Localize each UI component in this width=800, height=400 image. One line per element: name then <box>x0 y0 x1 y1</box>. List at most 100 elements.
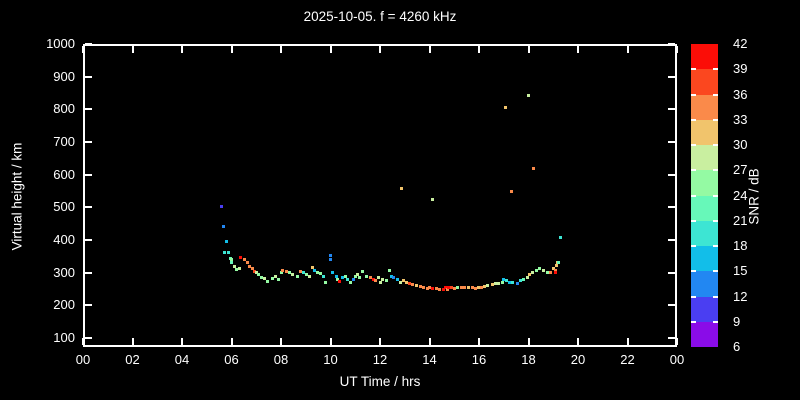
data-point <box>371 278 375 282</box>
x-tick <box>428 338 431 345</box>
data-point <box>335 275 339 279</box>
x-tick <box>626 46 629 53</box>
data-point <box>449 285 453 289</box>
data-point <box>228 257 232 261</box>
data-point <box>345 278 349 282</box>
data-point <box>551 266 555 270</box>
data-point <box>408 281 412 285</box>
plot-area <box>83 44 677 347</box>
data-point <box>281 268 285 272</box>
colorbar-tick-label: 6 <box>733 339 741 354</box>
data-point <box>511 280 515 284</box>
colorbar-tick-label: 24 <box>733 187 748 203</box>
data-point <box>233 264 237 268</box>
data-point <box>399 186 403 190</box>
data-point <box>554 271 558 275</box>
colorbar-block <box>691 69 718 95</box>
data-point <box>285 269 289 273</box>
y-tick <box>668 173 675 176</box>
data-point <box>280 270 284 274</box>
colorbar-tick <box>713 68 718 71</box>
data-point <box>521 278 525 282</box>
data-point <box>445 287 449 291</box>
x-tick <box>280 46 282 53</box>
data-point <box>353 275 357 279</box>
y-tick <box>668 239 675 241</box>
data-point <box>538 266 542 270</box>
y-tick-label: 700 <box>53 134 75 149</box>
data-point <box>418 284 422 288</box>
data-point <box>493 281 497 285</box>
x-tick-label: 08 <box>273 352 289 367</box>
data-point <box>555 263 559 267</box>
data-point <box>466 285 470 289</box>
data-point <box>238 266 242 270</box>
y-tick <box>85 75 92 78</box>
data-point <box>336 278 340 282</box>
colorbar-tick <box>713 194 718 197</box>
x-tick <box>329 338 332 345</box>
y-tick <box>85 304 92 307</box>
x-tick-label: 16 <box>471 352 487 367</box>
data-point <box>331 270 335 274</box>
x-tick-label: 22 <box>620 352 635 367</box>
y-tick <box>668 304 675 307</box>
data-point <box>515 281 519 285</box>
y-tick <box>85 239 92 241</box>
data-point <box>405 280 409 284</box>
data-point <box>348 280 352 284</box>
data-point <box>266 279 270 283</box>
y-tick-label: 100 <box>53 330 75 345</box>
data-point <box>368 276 372 280</box>
data-point <box>250 266 254 270</box>
x-tick <box>131 46 134 53</box>
colorbar-tick <box>713 270 718 273</box>
colorbar-tick <box>713 169 718 172</box>
chart-title: 2025-10-05. f = 4260 kHz <box>303 9 457 24</box>
data-point <box>385 279 389 283</box>
data-point <box>388 268 392 272</box>
data-point <box>480 285 484 289</box>
y-tick <box>668 206 675 209</box>
x-tick-label: 14 <box>422 352 437 367</box>
data-point <box>222 250 226 254</box>
data-point <box>554 268 558 272</box>
data-point <box>545 270 549 274</box>
colorbar-block <box>691 44 718 70</box>
data-point <box>318 272 322 276</box>
data-point <box>308 275 312 279</box>
data-point <box>311 265 315 269</box>
data-point <box>358 276 362 280</box>
data-point <box>229 261 233 265</box>
colorbar-tick-label: 30 <box>733 137 748 152</box>
x-tick-label: 20 <box>570 352 586 367</box>
data-point <box>518 279 522 283</box>
data-point <box>378 280 382 284</box>
y-tick <box>85 206 92 209</box>
data-point <box>527 94 531 98</box>
y-axis-label: Virtual height / km <box>9 142 25 251</box>
colorbar <box>691 44 718 347</box>
data-point <box>446 285 450 289</box>
x-tick <box>82 338 84 345</box>
data-point <box>247 264 251 268</box>
data-point <box>263 277 267 281</box>
colorbar-tick <box>713 320 718 323</box>
data-point <box>438 287 442 291</box>
colorbar-tick <box>691 68 696 71</box>
x-tick <box>329 46 332 53</box>
y-tick <box>85 141 92 143</box>
x-tick <box>478 46 480 53</box>
y-tick <box>85 337 92 339</box>
colorbar-tick <box>691 118 696 121</box>
data-point <box>421 285 425 289</box>
data-point <box>525 276 529 280</box>
data-point <box>528 273 532 277</box>
y-tick <box>85 108 92 111</box>
colorbar-title: SNR / dB <box>746 168 762 225</box>
data-point <box>235 267 239 271</box>
colorbar-tick-label: 36 <box>733 86 748 102</box>
data-point <box>226 250 230 254</box>
data-point <box>273 275 277 279</box>
